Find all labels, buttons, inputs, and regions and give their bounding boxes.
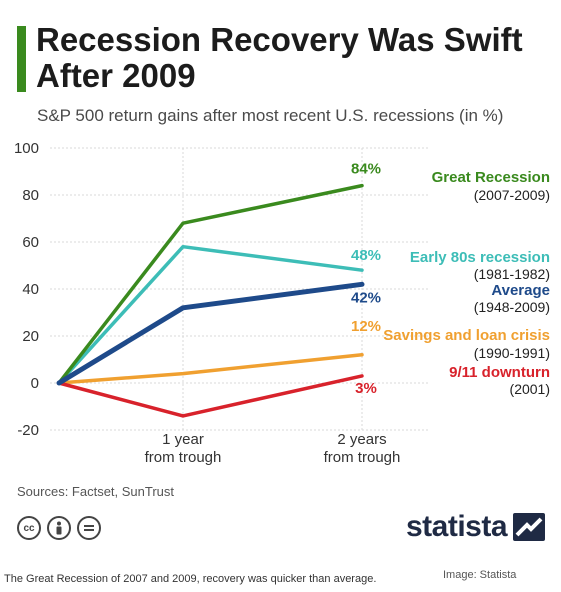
legend-series-period: (1990-1991) [474, 345, 550, 361]
image-caption: The Great Recession of 2007 and 2009, re… [4, 573, 377, 585]
series-line-4 [57, 374, 364, 418]
x-axis-ticks: 1 year from trough 2 years from trough [145, 431, 401, 466]
title-accent-bar [17, 26, 26, 92]
series-line-3 [57, 353, 364, 385]
y-tick-label: -20 [17, 422, 39, 439]
series-line-2 [56, 281, 365, 386]
legend-series-name: Great Recession [432, 169, 550, 186]
y-tick-label: 0 [31, 375, 39, 392]
license-icons[interactable]: cc [17, 516, 101, 540]
end-value-label: 42% [351, 289, 381, 306]
legend-series-period: (2001) [510, 381, 550, 397]
cc-icon[interactable]: cc [17, 516, 41, 540]
end-value-label: 84% [351, 161, 381, 178]
equals-icon[interactable] [77, 516, 101, 540]
y-tick-label: 40 [22, 281, 39, 298]
statista-mark-icon [513, 513, 546, 541]
legend-series-name: Average [491, 282, 550, 299]
x-tick-label: 1 year from trough [145, 431, 222, 466]
end-value-label: 3% [355, 380, 377, 397]
series-lines [56, 183, 365, 418]
legend-series-name: Savings and loan crisis [383, 327, 550, 344]
legend-series-name: Early 80s recession [410, 249, 550, 266]
statista-logo[interactable]: statista [406, 510, 546, 544]
series-line-0 [57, 183, 364, 385]
y-axis-ticks: 100 80 60 40 20 0 -20 [14, 140, 39, 439]
sources-note: Sources: Factset, SunTrust [17, 484, 175, 499]
brand-wordmark: statista [406, 510, 508, 543]
chart-title: Recession Recovery Was Swift After 2009 [36, 21, 523, 94]
legend-series-period: (1981-1982) [474, 266, 550, 282]
y-tick-label: 20 [22, 328, 39, 345]
series-line-1 [57, 244, 364, 385]
grid [50, 147, 430, 431]
end-value-label: 48% [351, 247, 381, 264]
series-labels: 84% 48% 42% 12% 3% Great Recession(2007-2009)… [351, 161, 550, 397]
end-value-label: 12% [351, 318, 381, 335]
y-tick-label: 80 [22, 187, 39, 204]
line-chart: 100 80 60 40 20 0 -20 1 year from trough 2 years… [14, 140, 550, 466]
image-credit: Image: Statista [443, 569, 517, 581]
y-tick-label: 60 [22, 234, 39, 251]
x-tick-label: 2 years from trough [324, 431, 401, 466]
legend-series-period: (2007-2009) [474, 187, 550, 203]
infographic-card: Recession Recovery Was Swift After 2009 … [13, 21, 550, 544]
chart-subtitle: S&P 500 return gains after most recent U… [37, 106, 504, 125]
legend-series-period: (1948-2009) [474, 299, 550, 315]
legend-series-name: 9/11 downturn [449, 364, 550, 381]
by-icon[interactable] [47, 516, 71, 540]
y-tick-label: 100 [14, 140, 39, 157]
